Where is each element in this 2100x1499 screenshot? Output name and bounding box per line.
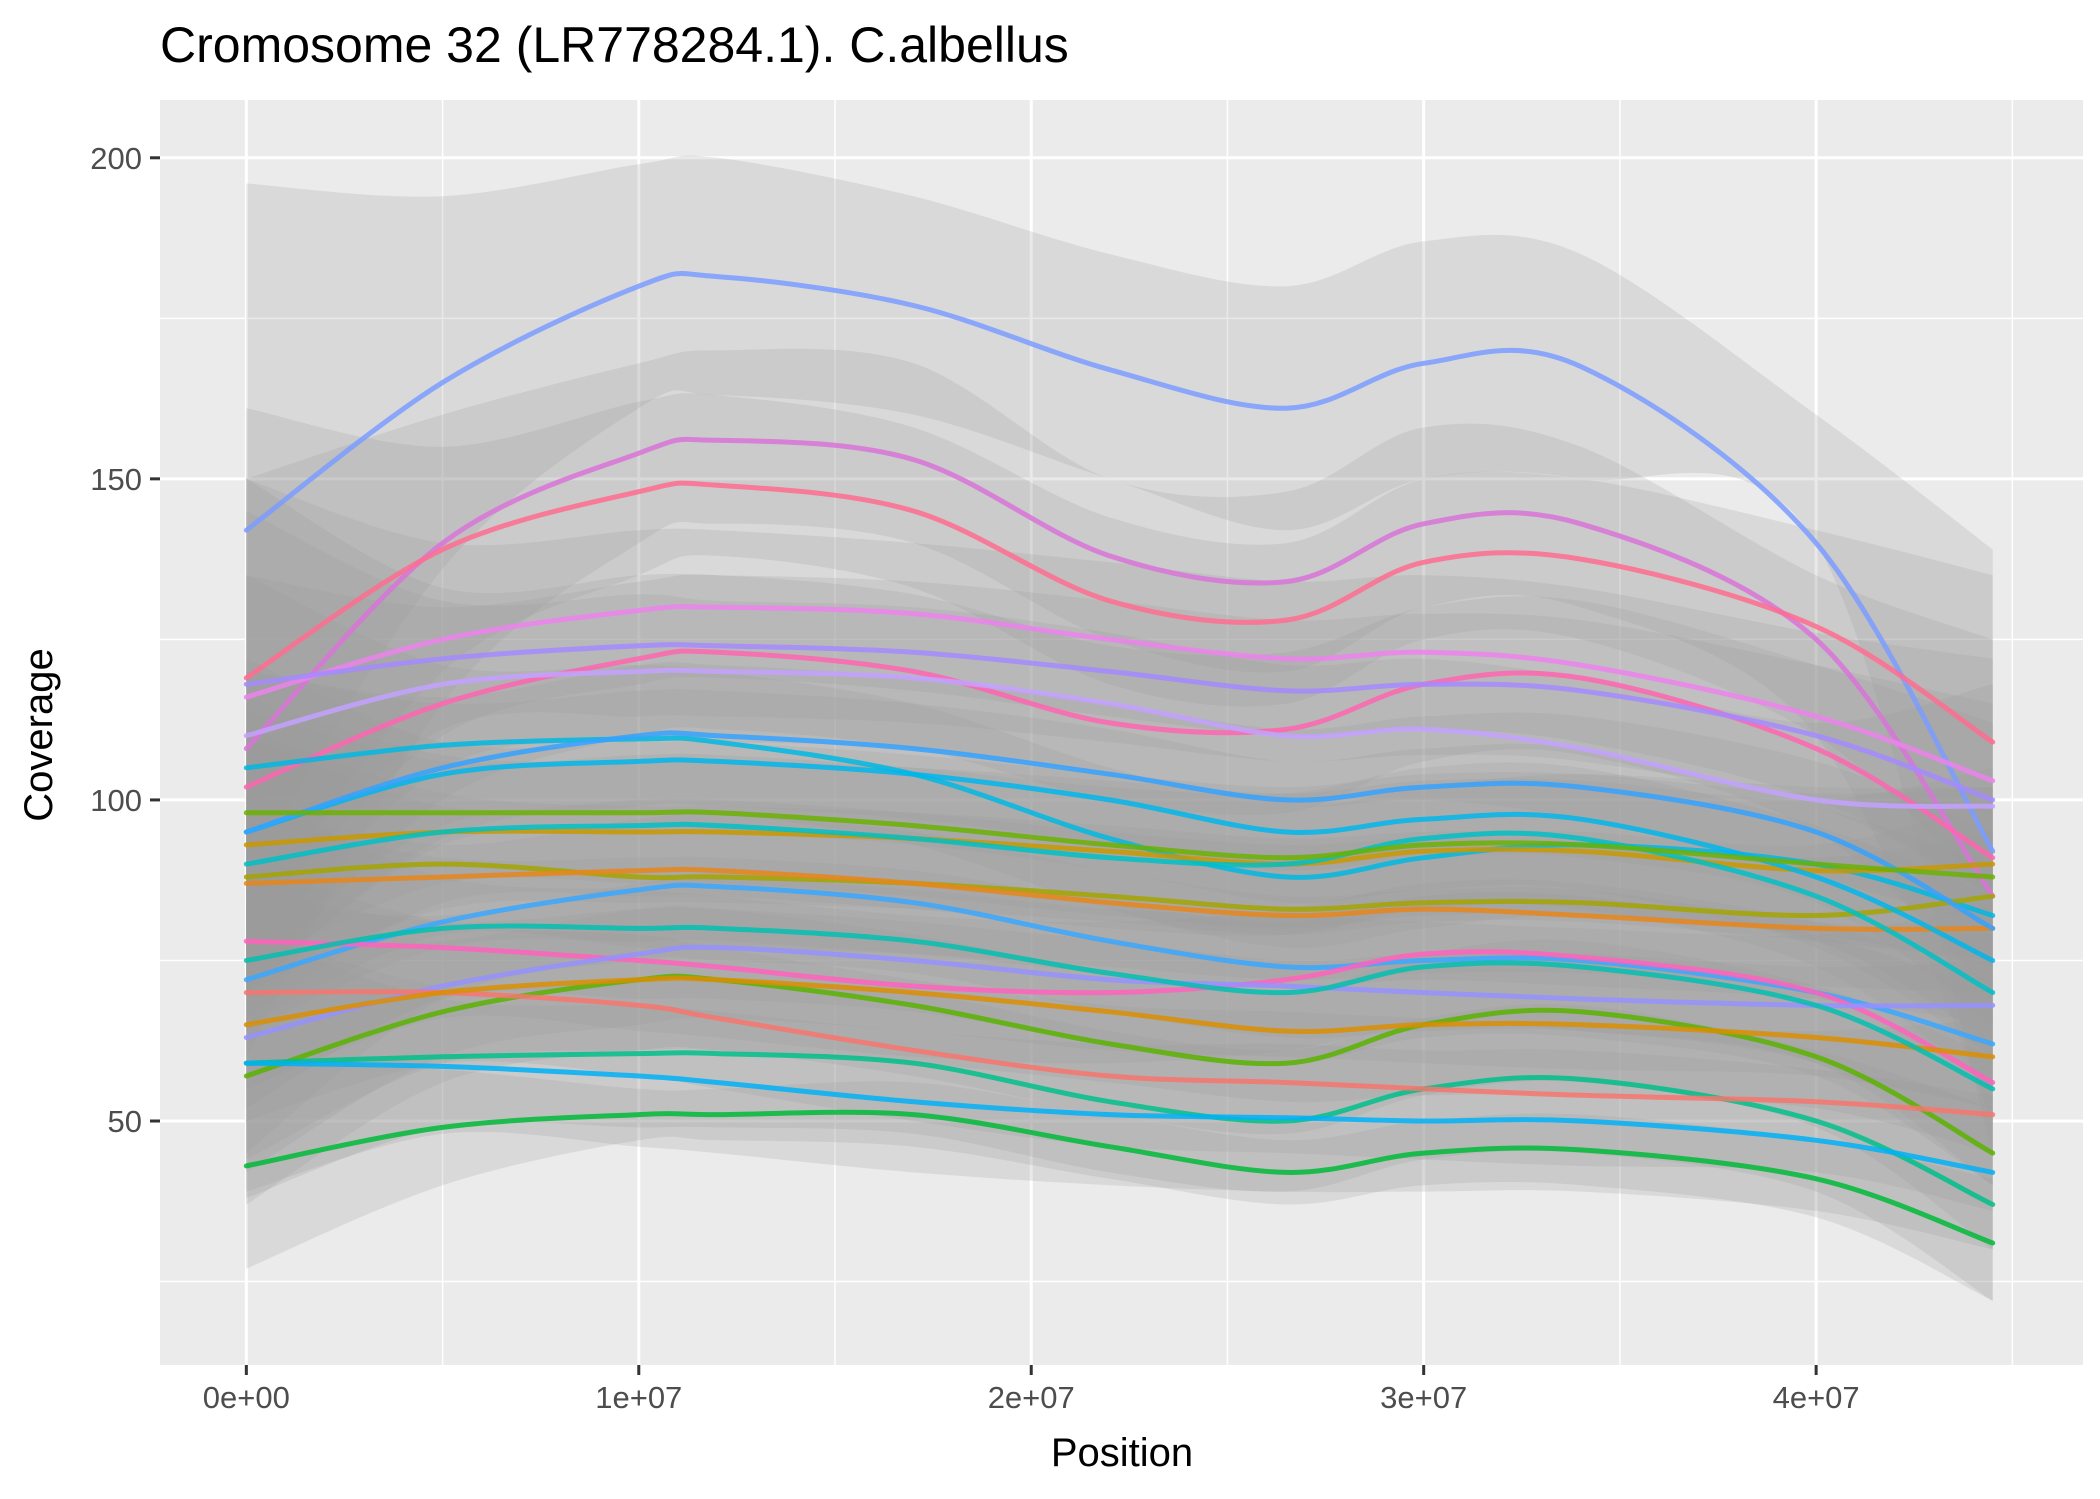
series-line — [243, 436, 1996, 899]
series-line — [243, 270, 1996, 854]
series-line — [243, 604, 1996, 784]
confidence-ribbon — [246, 658, 1993, 967]
y-tick-label: 100 — [90, 783, 142, 818]
y-tick-label: 150 — [90, 462, 142, 497]
series-line — [243, 828, 1996, 874]
confidence-ribbon — [246, 574, 1993, 993]
series-line — [243, 730, 1996, 931]
confidence-ribbon — [246, 478, 1993, 897]
confidence-ribbon — [246, 729, 1993, 1025]
series-line — [243, 989, 1996, 1118]
series-line — [243, 735, 1996, 918]
confidence-ribbon — [246, 575, 1993, 1044]
series-line — [243, 809, 1996, 880]
series-line — [243, 821, 1996, 996]
x-axis: 0e+00 1e+07 2e+07 3e+07 4e+07 — [203, 1365, 1860, 1415]
x-tick-label: 4e+07 — [1773, 1380, 1860, 1415]
series-line — [243, 642, 1996, 803]
y-tick-label: 200 — [90, 141, 142, 176]
series-line — [243, 975, 1996, 1060]
x-tick-label: 1e+07 — [595, 1380, 682, 1415]
series-line — [243, 944, 1996, 1040]
series-line — [243, 866, 1996, 932]
series-line — [243, 667, 1996, 809]
y-axis: 50 100 150 200 — [90, 141, 160, 1139]
series-line — [243, 1060, 1996, 1175]
confidence-ribbon — [246, 864, 1993, 1211]
x-axis-title: Position — [1051, 1431, 1193, 1475]
confidence-ribbon — [246, 876, 1993, 1173]
confidence-ribbon — [246, 710, 1993, 1089]
x-tick-label: 2e+07 — [988, 1380, 1075, 1415]
series-line — [243, 923, 1996, 1092]
series-line — [243, 973, 1996, 1156]
series-line — [243, 882, 1996, 1047]
confidence-ribbon — [246, 793, 1993, 1186]
series-line — [243, 1109, 1996, 1246]
series-line — [243, 480, 1996, 745]
confidence-ribbon — [246, 348, 1993, 1121]
x-tick-label: 3e+07 — [1380, 1380, 1467, 1415]
plot-panel — [160, 100, 2083, 1365]
confidence-ribbon — [246, 511, 1993, 961]
series-line — [243, 1050, 1996, 1207]
confidence-ribbon — [246, 155, 1993, 1154]
series-line — [243, 757, 1996, 963]
confidence-ribbon — [246, 393, 1993, 929]
grid-major — [160, 100, 2083, 1365]
series-line — [243, 938, 1996, 1085]
x-tick-label: 0e+00 — [203, 1380, 290, 1415]
y-axis-title: Coverage — [17, 648, 61, 821]
series-lines — [243, 270, 1996, 1246]
confidence-ribbon — [246, 812, 1993, 1186]
confidence-ribbon — [246, 671, 1993, 1057]
y-tick-label: 50 — [108, 1104, 142, 1139]
chart-title: Cromosome 32 (LR778284.1). C.albellus — [160, 17, 1069, 73]
